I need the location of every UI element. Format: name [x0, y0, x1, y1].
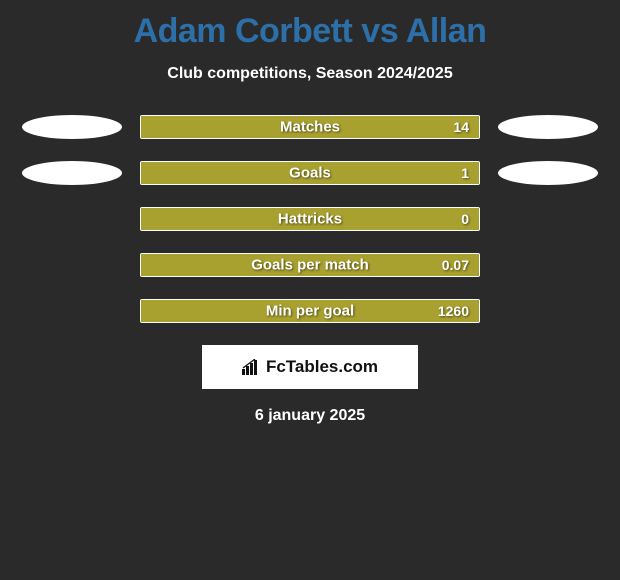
stat-row: Min per goal 1260 [0, 299, 620, 323]
bar-label: Matches [280, 119, 340, 136]
stat-row: Matches 14 [0, 115, 620, 139]
stat-bar: Goals 1 [140, 161, 480, 185]
bar-value: 0.07 [442, 257, 469, 273]
logo-box[interactable]: FcTables.com [202, 345, 418, 389]
bar-label: Goals [289, 165, 331, 182]
bar-label: Hattricks [278, 211, 342, 228]
right-oval [498, 161, 598, 185]
stat-bar: Goals per match 0.07 [140, 253, 480, 277]
stat-bar: Min per goal 1260 [140, 299, 480, 323]
chart-icon [242, 359, 262, 375]
stat-bar: Matches 14 [140, 115, 480, 139]
date: 6 january 2025 [0, 407, 620, 425]
stat-rows: Matches 14 Goals 1 Hattricks 0 Goals per… [0, 115, 620, 323]
bar-label: Min per goal [266, 303, 354, 320]
bar-value: 1260 [438, 303, 469, 319]
subtitle: Club competitions, Season 2024/2025 [0, 65, 620, 83]
bar-value: 1 [461, 165, 469, 181]
left-oval [22, 115, 122, 139]
bar-value: 0 [461, 211, 469, 227]
left-oval [22, 161, 122, 185]
logo: FcTables.com [242, 357, 378, 377]
bar-value: 14 [453, 119, 469, 135]
stat-row: Goals 1 [0, 161, 620, 185]
stat-row: Goals per match 0.07 [0, 253, 620, 277]
stat-bar: Hattricks 0 [140, 207, 480, 231]
logo-text: FcTables.com [266, 357, 378, 377]
page-title: Adam Corbett vs Allan [0, 0, 620, 51]
stat-row: Hattricks 0 [0, 207, 620, 231]
bar-label: Goals per match [251, 257, 369, 274]
right-oval [498, 115, 598, 139]
